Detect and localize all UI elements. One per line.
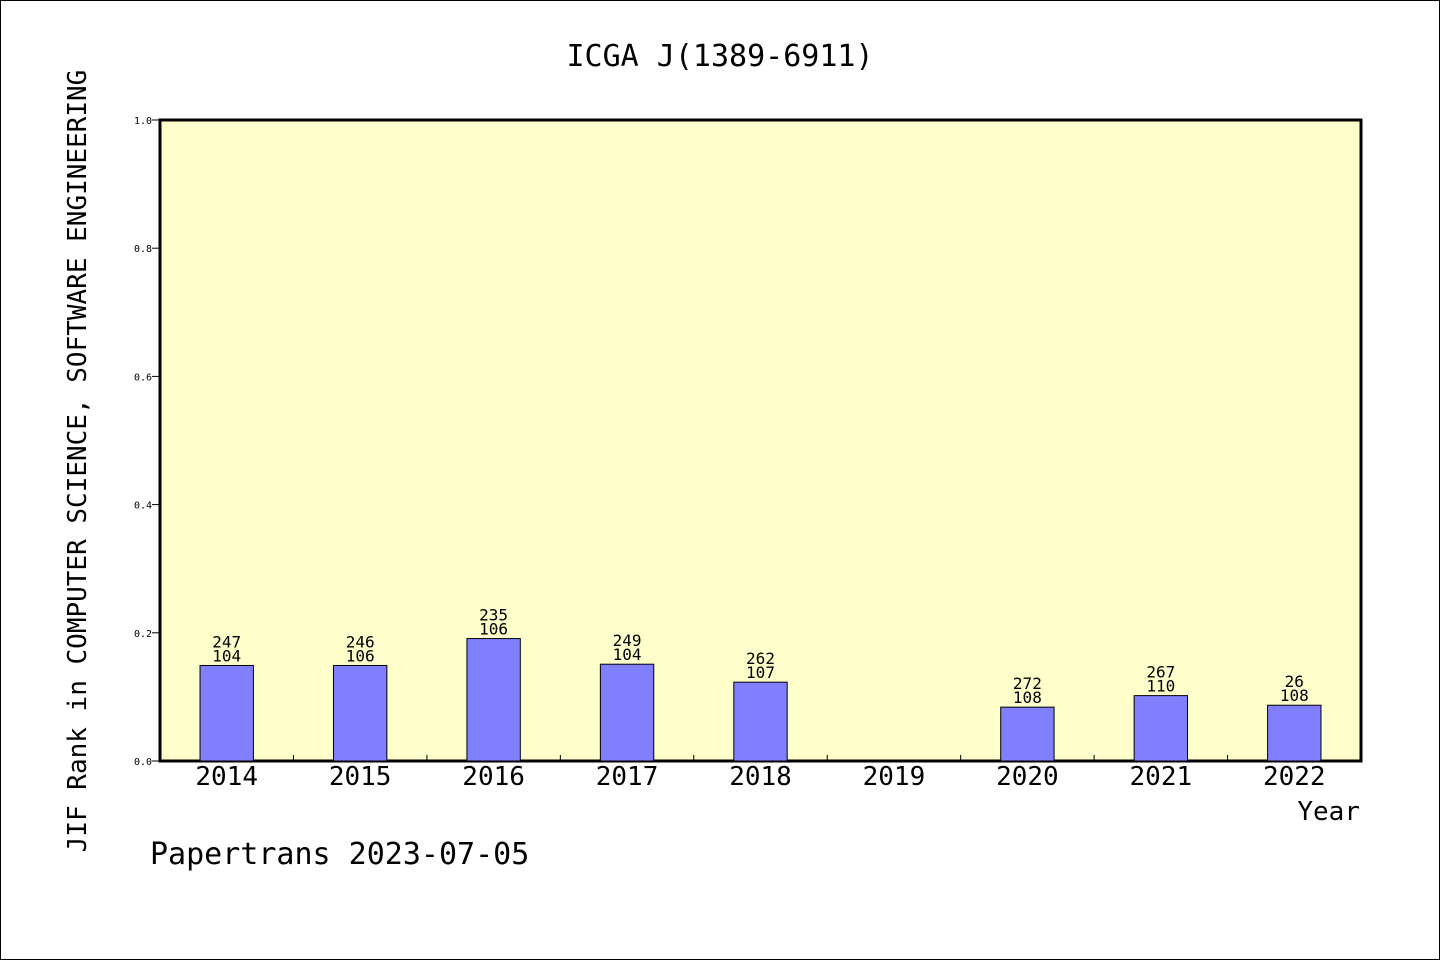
x-tick-label: 2020 xyxy=(996,762,1059,792)
bar-label-top: 272 xyxy=(1013,674,1042,693)
x-tick-label: 2015 xyxy=(329,762,392,792)
x-tick-label: 2019 xyxy=(863,762,926,792)
bar-label-top: 262 xyxy=(746,649,775,668)
plot-area xyxy=(158,118,1363,763)
x-tick-label: 2017 xyxy=(596,762,659,792)
y-tick-label: 0.0 xyxy=(134,757,152,768)
bar-2020 xyxy=(1000,706,1055,762)
bar-label-top: 249 xyxy=(613,631,642,650)
source-footer: Papertrans 2023-07-05 xyxy=(150,837,529,872)
bar-2021 xyxy=(1133,695,1189,762)
bar-2015 xyxy=(332,664,388,762)
bar-label-top: 26 xyxy=(1285,672,1304,691)
bar-label-top: 246 xyxy=(346,632,375,651)
bar-label-bottom: 107 xyxy=(746,663,775,682)
x-tick-label: 2022 xyxy=(1263,762,1326,792)
x-axis-label: Year xyxy=(1297,797,1360,827)
bar-label-bottom: 106 xyxy=(346,646,375,665)
bar-label-bottom: 110 xyxy=(1146,677,1175,696)
bar-label-top: 267 xyxy=(1146,663,1175,682)
bar-label-top: 235 xyxy=(479,606,508,625)
y-tick-label: 0.2 xyxy=(134,629,152,640)
bar-2022 xyxy=(1267,704,1322,762)
bar-label-bottom: 104 xyxy=(212,646,241,665)
bar-2017 xyxy=(599,663,655,762)
y-tick-label: 1.0 xyxy=(134,116,152,127)
x-tick-label: 2021 xyxy=(1130,762,1193,792)
x-tick-label: 2014 xyxy=(195,762,258,792)
y-tick-label: 0.4 xyxy=(134,501,152,512)
bar-label-bottom: 108 xyxy=(1013,688,1042,707)
bar-2018 xyxy=(733,681,788,762)
bar-2014 xyxy=(199,664,254,762)
y-tick-label: 0.8 xyxy=(134,244,152,255)
x-tick-label: 2016 xyxy=(462,762,525,792)
y-axis: 0.0 0.2 0.4 0.6 0.8 1.0 xyxy=(134,116,160,768)
y-tick-label: 0.6 xyxy=(134,372,152,383)
x-axis: 2014 2015 2016 2017 2018 2019 2020 2021 2022 xyxy=(195,755,1326,792)
bar-label-bottom: 104 xyxy=(613,645,642,664)
chart-title: ICGA J(1389-6911) xyxy=(566,39,873,74)
bar-2016 xyxy=(466,638,521,762)
bar-series xyxy=(199,638,1322,762)
y-axis-label: JIF Rank in COMPUTER SCIENCE, SOFTWARE E… xyxy=(63,70,93,853)
bar-label-bottom: 108 xyxy=(1280,686,1309,705)
bar-label-top: 247 xyxy=(212,632,241,651)
x-tick-label: 2018 xyxy=(729,762,792,792)
bar-label-bottom: 106 xyxy=(479,620,508,639)
